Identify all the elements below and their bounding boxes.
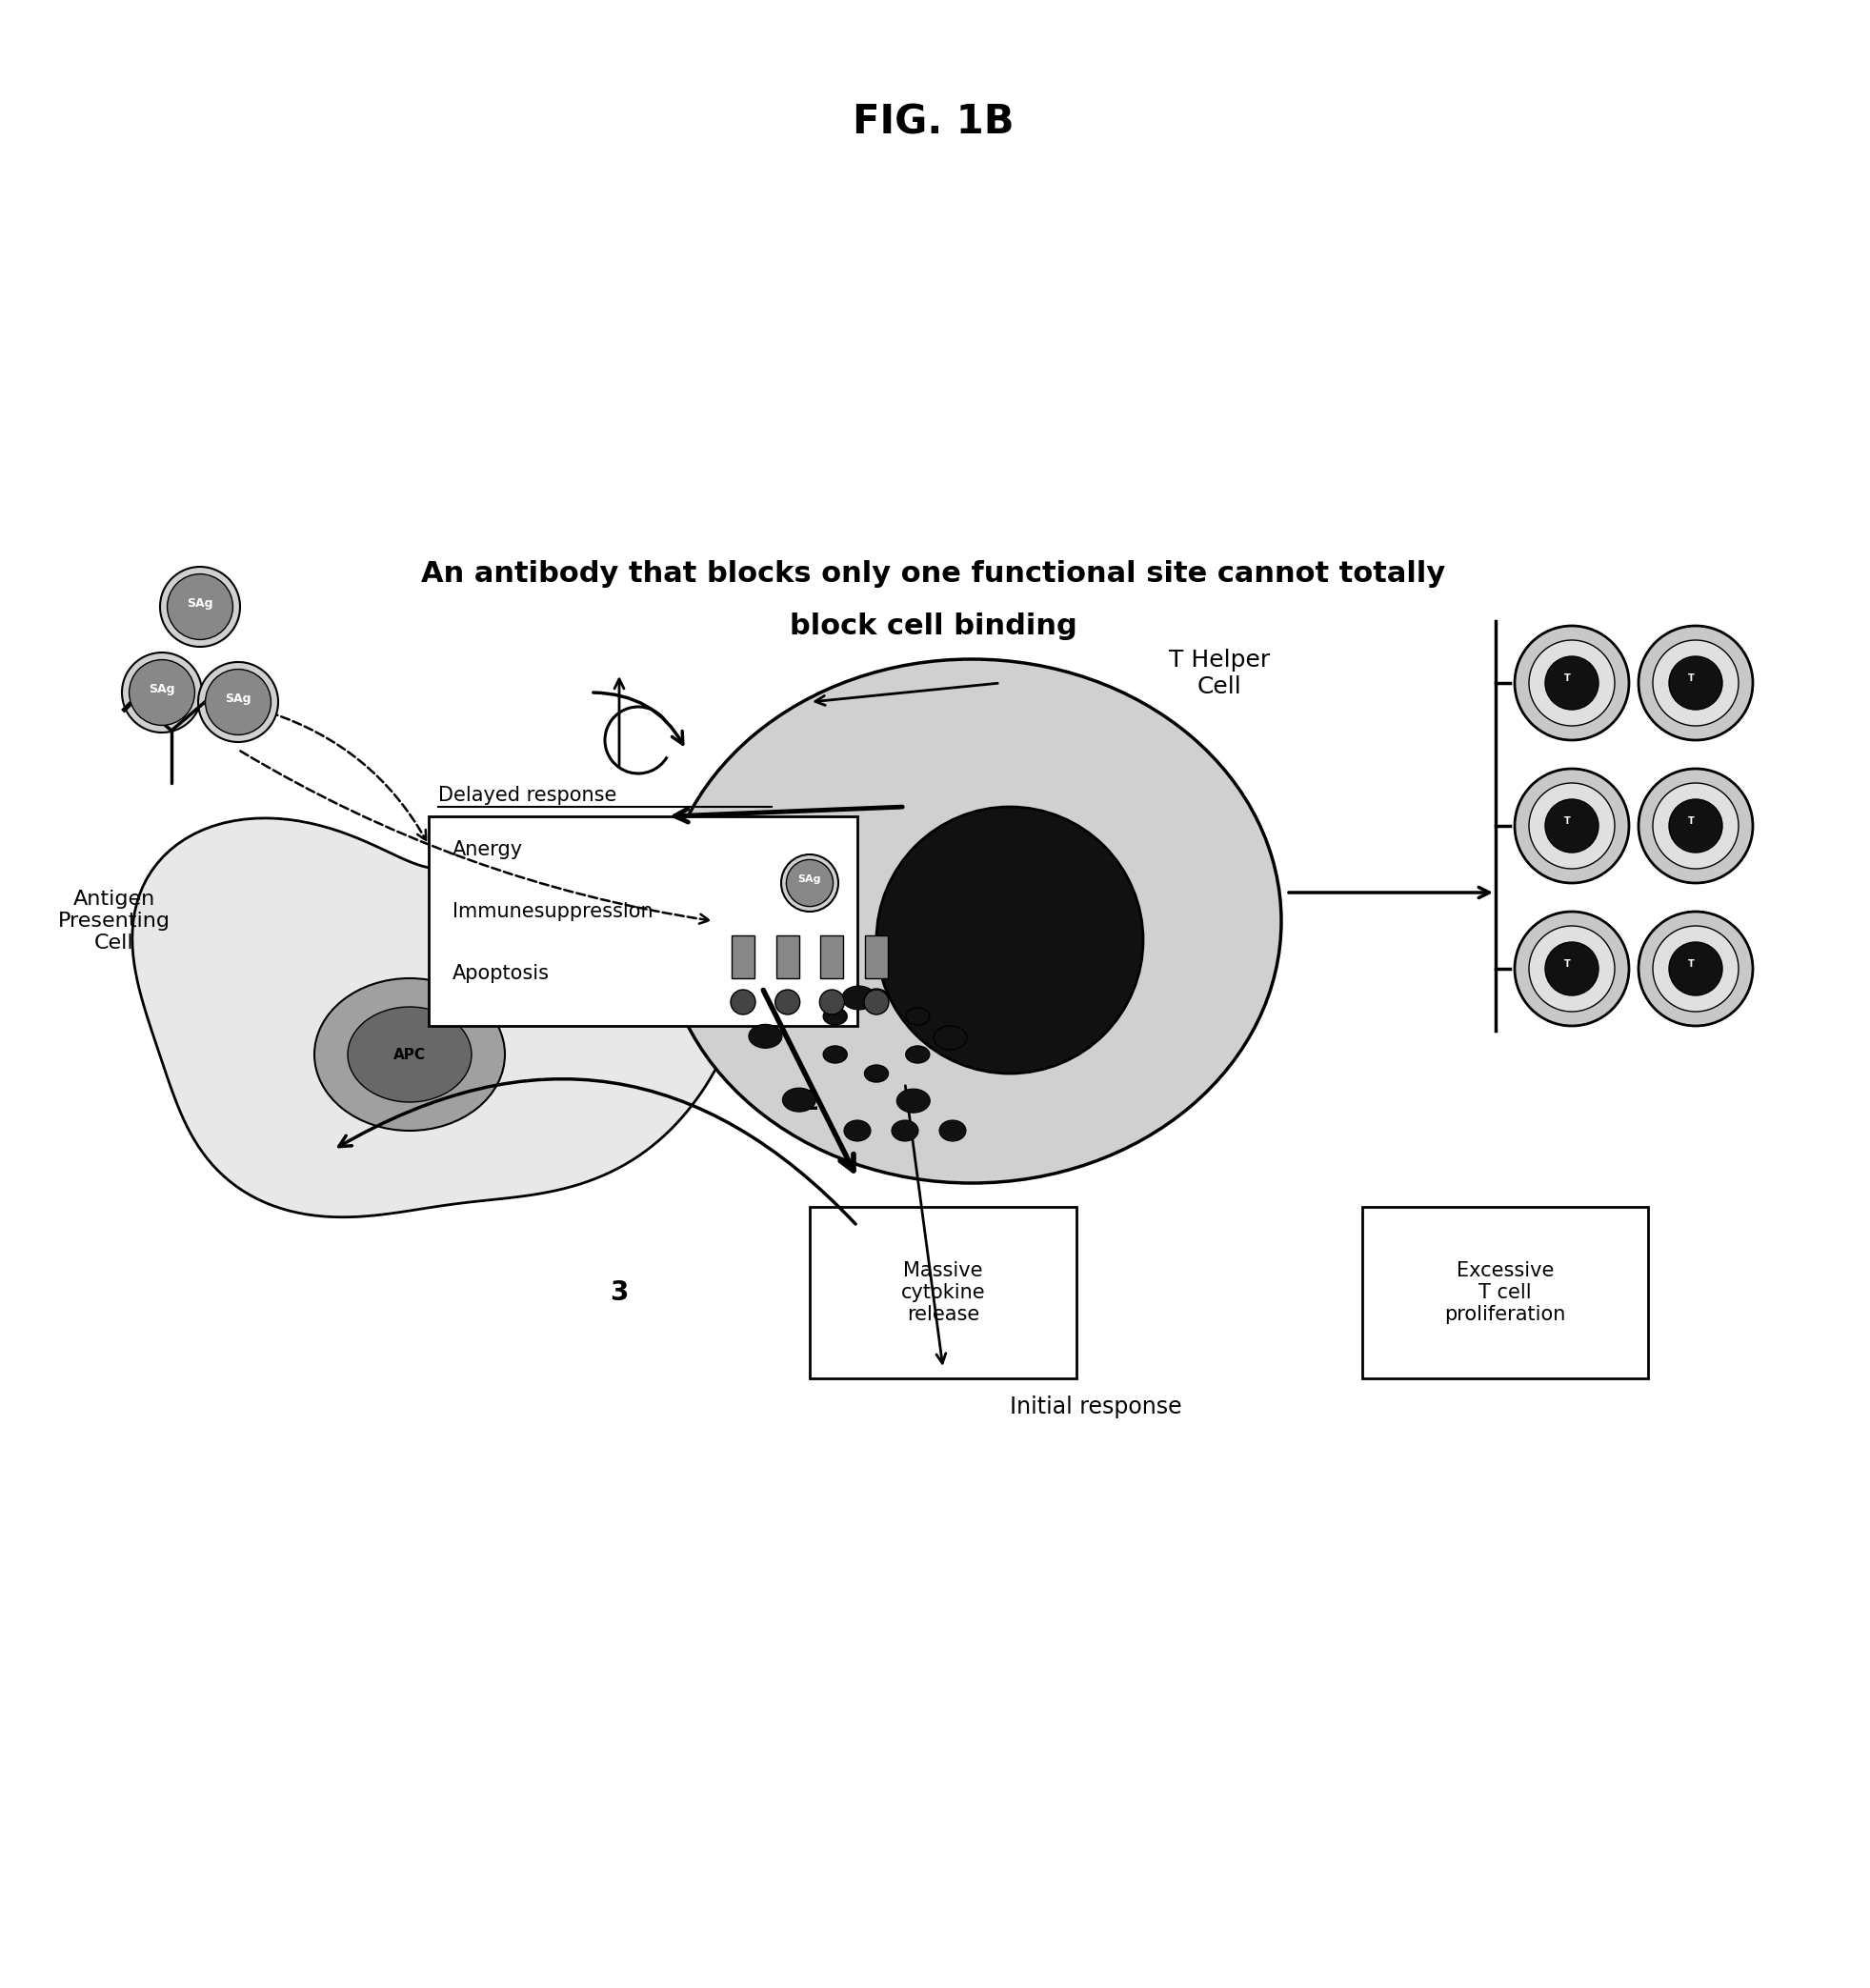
- Circle shape: [1670, 799, 1722, 853]
- Circle shape: [1670, 656, 1722, 710]
- Circle shape: [782, 855, 838, 912]
- Bar: [731, 936, 754, 978]
- Circle shape: [1545, 942, 1599, 996]
- Ellipse shape: [898, 1089, 929, 1113]
- Circle shape: [1515, 769, 1629, 883]
- Text: T: T: [1689, 674, 1694, 684]
- Circle shape: [166, 575, 234, 640]
- Circle shape: [1515, 912, 1629, 1026]
- FancyBboxPatch shape: [810, 1207, 1077, 1378]
- Circle shape: [1530, 640, 1614, 726]
- Text: 3: 3: [610, 1280, 628, 1306]
- Text: Apoptosis: Apoptosis: [453, 964, 550, 982]
- Circle shape: [1653, 783, 1739, 869]
- Polygon shape: [133, 819, 744, 1217]
- Circle shape: [122, 652, 202, 732]
- Text: T: T: [1563, 674, 1571, 684]
- Text: 2: 2: [800, 1089, 819, 1115]
- Ellipse shape: [864, 1066, 888, 1081]
- Circle shape: [819, 990, 845, 1014]
- Ellipse shape: [748, 1024, 782, 1048]
- Circle shape: [776, 990, 800, 1014]
- Ellipse shape: [933, 1026, 967, 1050]
- FancyBboxPatch shape: [428, 817, 856, 1026]
- FancyBboxPatch shape: [1361, 1207, 1647, 1378]
- Ellipse shape: [877, 807, 1143, 1074]
- Text: SAg: SAg: [224, 692, 251, 704]
- Ellipse shape: [842, 986, 875, 1010]
- Text: T: T: [1689, 817, 1694, 825]
- Bar: [776, 936, 798, 978]
- Text: block cell binding: block cell binding: [789, 612, 1077, 640]
- Circle shape: [129, 660, 194, 726]
- Ellipse shape: [348, 1006, 471, 1101]
- Text: APC: APC: [393, 1048, 426, 1062]
- Circle shape: [1545, 799, 1599, 853]
- Circle shape: [1638, 912, 1752, 1026]
- Circle shape: [731, 990, 755, 1014]
- Text: SAg: SAg: [187, 596, 213, 608]
- Bar: [821, 936, 843, 978]
- Ellipse shape: [905, 1008, 929, 1026]
- Text: T Helper
Cell: T Helper Cell: [1169, 648, 1270, 698]
- Circle shape: [785, 859, 834, 907]
- Text: Delayed response: Delayed response: [438, 785, 617, 805]
- Ellipse shape: [843, 1119, 871, 1141]
- Ellipse shape: [892, 1119, 918, 1141]
- Text: SAg: SAg: [150, 682, 176, 696]
- Text: Massive
cytokine
release: Massive cytokine release: [901, 1260, 985, 1324]
- Ellipse shape: [864, 988, 888, 1006]
- Text: Immunesuppression: Immunesuppression: [453, 903, 653, 920]
- Circle shape: [198, 662, 279, 742]
- Ellipse shape: [939, 1119, 967, 1141]
- Text: T: T: [1689, 960, 1694, 968]
- Circle shape: [1653, 926, 1739, 1012]
- Circle shape: [1670, 942, 1722, 996]
- Circle shape: [1545, 656, 1599, 710]
- Circle shape: [161, 567, 239, 646]
- Circle shape: [1638, 626, 1752, 740]
- Circle shape: [1638, 769, 1752, 883]
- Text: An antibody that blocks only one functional site cannot totally: An antibody that blocks only one functio…: [421, 561, 1446, 586]
- Text: Antigen
Presenting
Cell: Antigen Presenting Cell: [58, 889, 170, 952]
- Text: Excessive
T cell
proliferation: Excessive T cell proliferation: [1444, 1260, 1565, 1324]
- Ellipse shape: [823, 1008, 847, 1026]
- Ellipse shape: [314, 978, 505, 1131]
- Text: FIG. 1B: FIG. 1B: [853, 101, 1014, 141]
- Text: Initial response: Initial response: [1010, 1396, 1182, 1417]
- Ellipse shape: [905, 1046, 929, 1064]
- Circle shape: [1653, 640, 1739, 726]
- Circle shape: [1530, 783, 1614, 869]
- Bar: [866, 936, 888, 978]
- Text: T: T: [1563, 817, 1571, 825]
- Ellipse shape: [662, 660, 1281, 1183]
- Ellipse shape: [823, 1046, 847, 1064]
- Text: Anergy: Anergy: [453, 841, 524, 859]
- Circle shape: [206, 670, 271, 736]
- Ellipse shape: [782, 1087, 815, 1111]
- Text: SAg: SAg: [798, 875, 821, 885]
- Text: T: T: [1563, 960, 1571, 968]
- Circle shape: [1530, 926, 1614, 1012]
- Circle shape: [864, 990, 888, 1014]
- Circle shape: [1515, 626, 1629, 740]
